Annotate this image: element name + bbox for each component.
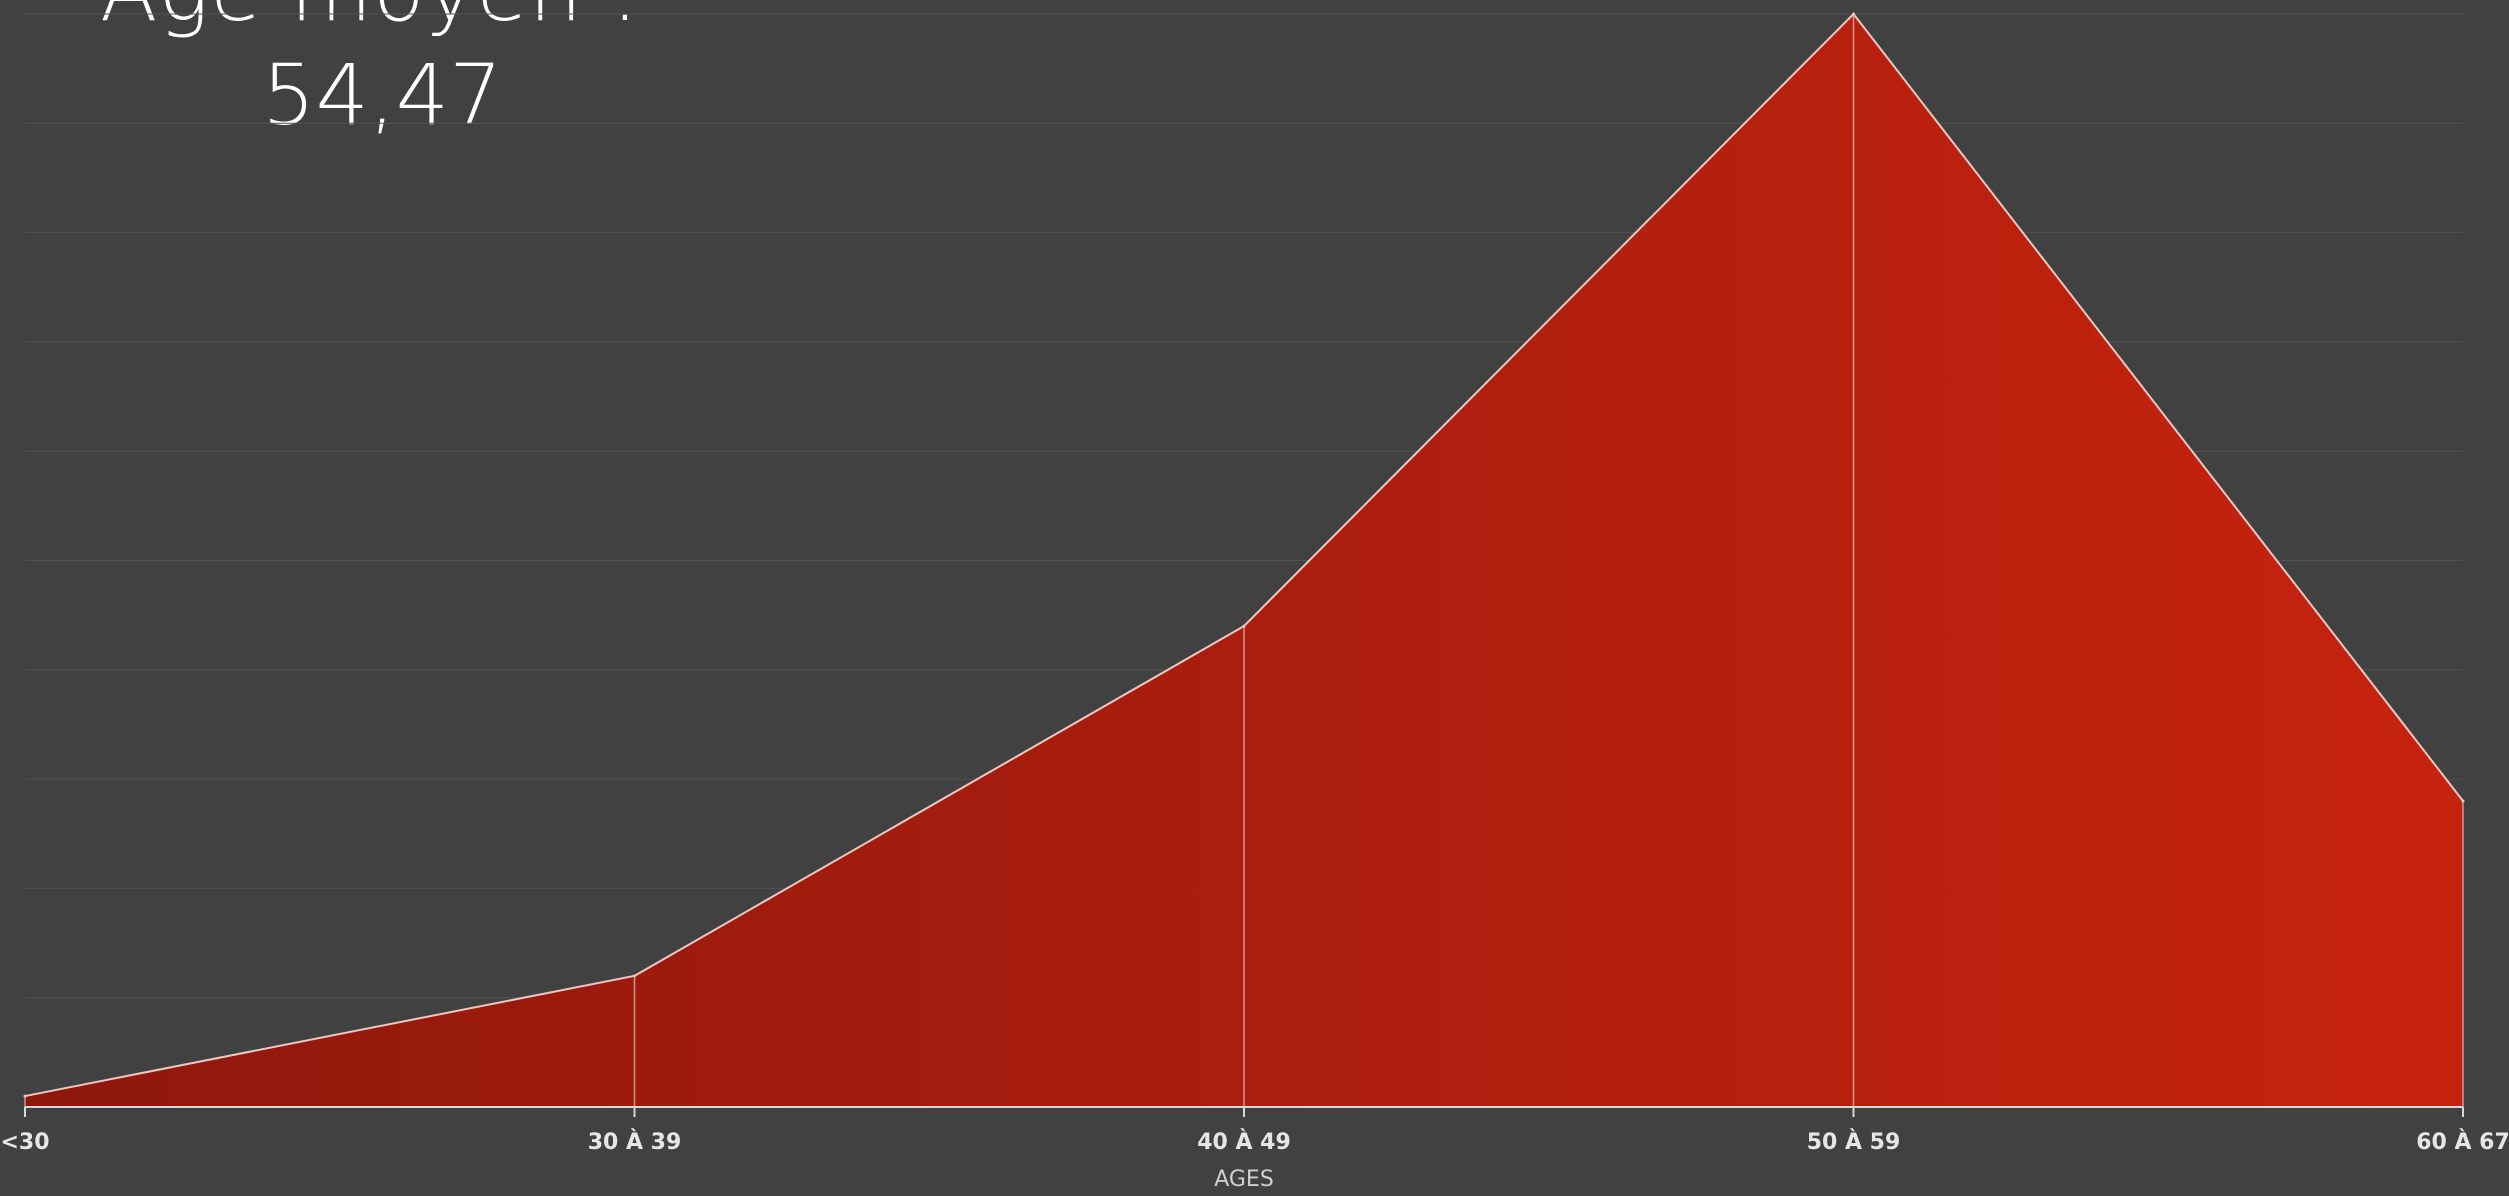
chart-title-line-1: Age moyen : — [100, 0, 640, 40]
data-point-1 — [633, 974, 636, 978]
x-tick-label: 40 À 49 — [1197, 1129, 1291, 1155]
data-point-4 — [2461, 799, 2465, 803]
x-tick-label: <30 — [0, 1130, 49, 1155]
x-tick-label: 60 À 67 — [2416, 1129, 2509, 1155]
x-axis-title: AGES — [1214, 1167, 1274, 1192]
chart-title-line-2: 54,47 — [262, 46, 503, 144]
data-point-3 — [1852, 12, 1855, 16]
data-point-0 — [23, 1094, 27, 1098]
data-point-2 — [1242, 624, 1246, 628]
x-tick-label: 50 À 59 — [1807, 1129, 1901, 1155]
x-tick-label: 30 À 39 — [588, 1129, 682, 1155]
